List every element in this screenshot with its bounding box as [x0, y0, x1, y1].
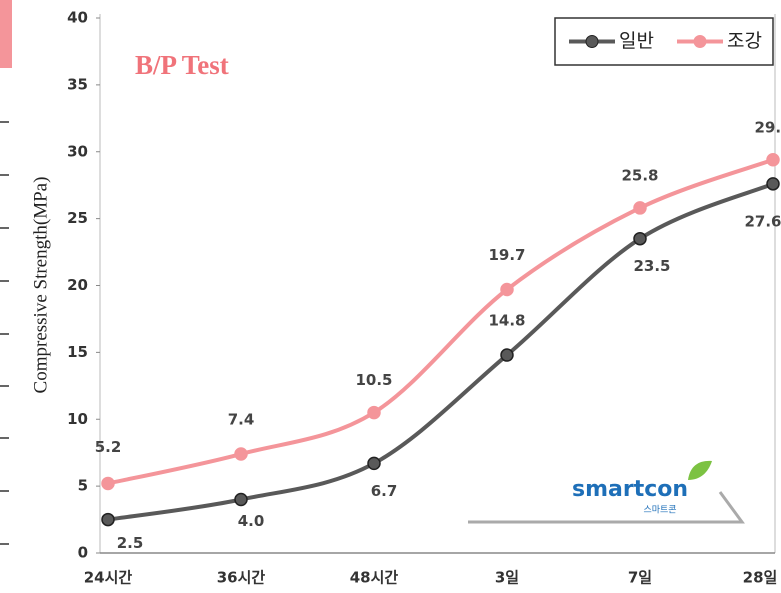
x-tick-label: 48시간 — [350, 569, 399, 587]
x-tick-label: 36시간 — [217, 569, 266, 587]
y-tick-label: 20 — [67, 276, 88, 294]
y-tick-label: 35 — [67, 75, 88, 93]
data-point — [234, 447, 248, 461]
data-point — [633, 231, 647, 246]
data-point — [234, 492, 248, 507]
data-label: 10.5 — [355, 371, 392, 389]
logo-subtext: 스마트콘 — [643, 505, 676, 516]
data-label: 29.4 — [754, 118, 781, 136]
fragment-ticks — [0, 121, 9, 545]
legend-label: 일반 — [619, 30, 654, 52]
data-point — [101, 512, 115, 527]
data-point — [500, 282, 514, 297]
y-tick-label: 40 — [67, 9, 88, 27]
logo-text: smartcon — [572, 477, 688, 502]
data-label: 23.5 — [633, 257, 670, 275]
data-label: 14.8 — [488, 312, 525, 330]
data-point — [367, 405, 381, 420]
data-point — [766, 177, 780, 191]
data-point — [101, 476, 115, 491]
data-label: 27.6 — [744, 212, 781, 230]
data-point — [367, 456, 381, 471]
x-tick-label: 7일 — [628, 569, 652, 587]
y-tick-label: 25 — [67, 209, 88, 227]
y-tick-label: 10 — [67, 410, 88, 428]
data-label: 5.2 — [95, 438, 122, 456]
data-label: 6.7 — [371, 482, 398, 500]
data-label: 19.7 — [488, 246, 525, 264]
series-line — [107, 157, 774, 486]
legend-marker — [585, 35, 599, 48]
data-label: 7.4 — [228, 411, 255, 429]
legend-label: 조강 — [727, 30, 762, 52]
chart-title: B/P Test — [135, 50, 229, 80]
fragment-box — [0, 0, 12, 68]
y-tick-label: 5 — [78, 477, 88, 495]
y-tick-label: 30 — [67, 142, 88, 160]
y-tick-label: 15 — [67, 343, 88, 361]
x-tick-label: 28일 — [743, 569, 778, 587]
x-tick-label: 3일 — [495, 569, 519, 587]
logo: smartcon 스마트콘 — [468, 460, 745, 524]
y-axis-label: Compressive Strength(MPa) — [30, 177, 51, 394]
data-label: 4.0 — [238, 512, 265, 530]
data-point — [766, 153, 780, 167]
legend-marker — [693, 35, 707, 48]
x-tick-label: 24시간 — [84, 569, 133, 587]
data-point — [633, 201, 647, 215]
data-label: 2.5 — [117, 534, 144, 552]
data-point — [500, 348, 514, 362]
y-tick-label: 0 — [78, 544, 88, 562]
data-label: 25.8 — [621, 166, 658, 184]
